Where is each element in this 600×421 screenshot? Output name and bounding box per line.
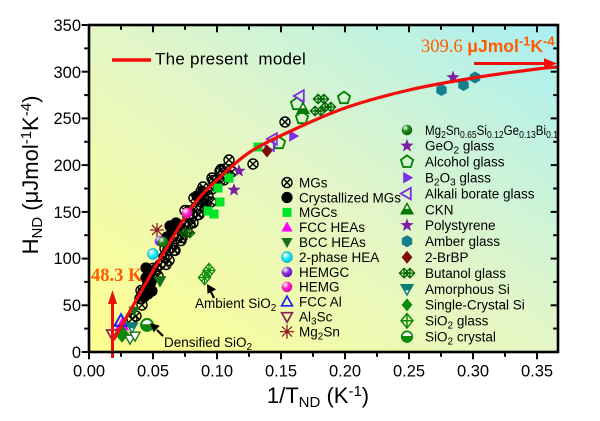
svg-text:The present model: The present model <box>155 50 306 69</box>
svg-text:B2O3 glass: B2O3 glass <box>425 171 491 189</box>
svg-text:CKN: CKN <box>425 202 454 217</box>
svg-text:100: 100 <box>53 250 81 268</box>
svg-text:HND (μJmol-1K-4): HND (μJmol-1K-4) <box>18 96 46 255</box>
svg-text:200: 200 <box>53 157 81 175</box>
svg-text:Single-Crystal Si: Single-Crystal Si <box>425 298 525 313</box>
svg-text:Amber glass: Amber glass <box>425 234 500 249</box>
svg-text:SiO2 crystal: SiO2 crystal <box>425 330 496 348</box>
svg-text:0.30: 0.30 <box>457 363 489 381</box>
svg-text:0.05: 0.05 <box>137 363 169 381</box>
svg-text:Densified SiO2: Densified SiO2 <box>164 335 253 353</box>
svg-text:Ambient SiO2: Ambient SiO2 <box>195 296 277 314</box>
svg-text:Butanol glass: Butanol glass <box>425 266 506 281</box>
svg-text:0.00: 0.00 <box>73 363 105 381</box>
svg-text:FCC HEAs: FCC HEAs <box>299 220 365 235</box>
svg-text:MGs: MGs <box>299 175 328 190</box>
svg-text:50: 50 <box>63 297 81 315</box>
svg-text:2-phase HEA: 2-phase HEA <box>299 250 379 265</box>
svg-text:GeO2 glass: GeO2 glass <box>425 139 495 157</box>
svg-text:150: 150 <box>53 204 81 222</box>
svg-text:0.15: 0.15 <box>265 363 297 381</box>
svg-text:2-BrBP: 2-BrBP <box>425 250 469 265</box>
svg-text:350: 350 <box>53 17 81 35</box>
svg-text:0: 0 <box>72 344 81 362</box>
svg-text:FCC Al: FCC Al <box>299 295 342 310</box>
svg-text:HEMG: HEMG <box>299 280 340 295</box>
svg-text:MGCs: MGCs <box>299 205 337 220</box>
svg-text:Alcohol glass: Alcohol glass <box>425 155 505 170</box>
svg-text:Amorphous Si: Amorphous Si <box>425 282 510 297</box>
svg-text:Alkali borate glass: Alkali borate glass <box>425 186 535 201</box>
svg-text:309.6 μJmol-1K-4: 309.6 μJmol-1K-4 <box>421 34 555 58</box>
svg-text:SiO2 glass: SiO2 glass <box>425 314 489 332</box>
svg-text:Al3Sc: Al3Sc <box>299 310 333 328</box>
svg-text:250: 250 <box>53 110 81 128</box>
svg-text:HEMGC: HEMGC <box>299 265 350 280</box>
svg-text:48.3 K: 48.3 K <box>91 266 143 286</box>
svg-text:0.20: 0.20 <box>329 363 361 381</box>
svg-text:Polystyrene: Polystyrene <box>425 218 496 233</box>
svg-text:300: 300 <box>53 64 81 82</box>
svg-text:0.25: 0.25 <box>393 363 425 381</box>
svg-text:0.35: 0.35 <box>521 363 553 381</box>
svg-text:BCC HEAs: BCC HEAs <box>299 235 366 250</box>
svg-text:Mg2Sn: Mg2Sn <box>299 324 340 342</box>
svg-text:Crystallized MGs: Crystallized MGs <box>299 190 401 205</box>
svg-text:0.10: 0.10 <box>201 363 233 381</box>
